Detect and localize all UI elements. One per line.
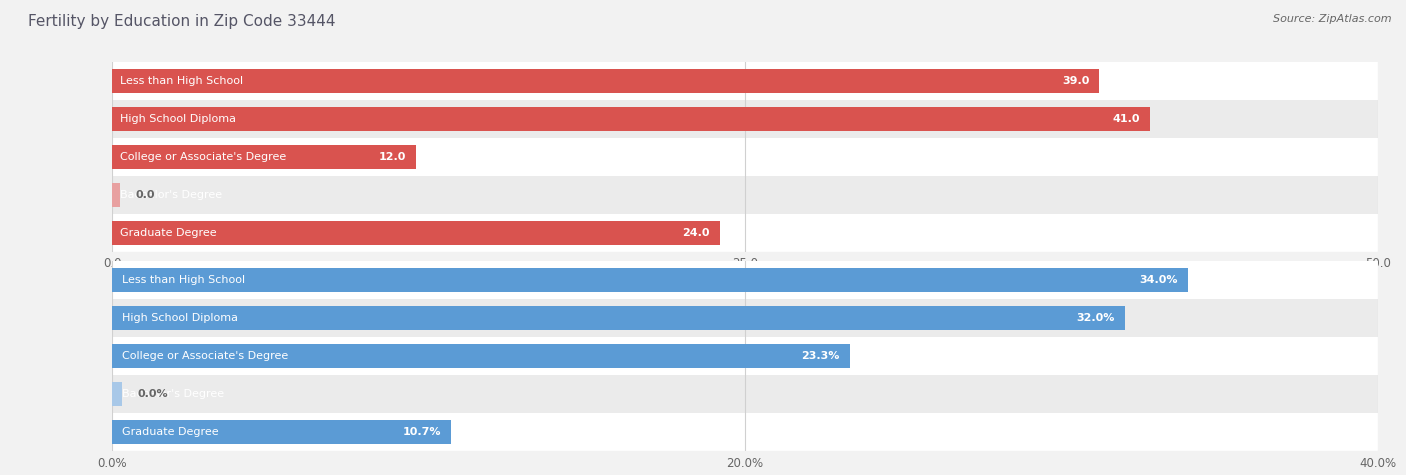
Text: 23.3%: 23.3% [801, 351, 839, 361]
Bar [112, 382, 122, 406]
Text: 32.0%: 32.0% [1077, 313, 1115, 323]
Bar [112, 375, 1378, 413]
Bar [112, 261, 1378, 299]
Text: Source: ZipAtlas.com: Source: ZipAtlas.com [1274, 14, 1392, 24]
Bar [112, 138, 1378, 176]
Text: College or Associate's Degree: College or Associate's Degree [120, 152, 287, 162]
Text: Graduate Degree: Graduate Degree [120, 228, 217, 238]
Bar [112, 183, 120, 207]
Bar [112, 420, 451, 444]
Text: High School Diploma: High School Diploma [122, 313, 238, 323]
Bar [112, 176, 1378, 214]
Text: Graduate Degree: Graduate Degree [122, 427, 218, 437]
Bar [112, 100, 1378, 138]
Bar [112, 299, 1378, 337]
Text: Bachelor's Degree: Bachelor's Degree [122, 389, 224, 399]
Text: 0.0: 0.0 [135, 190, 155, 200]
Bar [112, 344, 849, 368]
Bar [112, 306, 1125, 330]
Text: Fertility by Education in Zip Code 33444: Fertility by Education in Zip Code 33444 [28, 14, 336, 29]
Text: 12.0: 12.0 [378, 152, 406, 162]
Bar [112, 268, 1188, 292]
Text: 34.0%: 34.0% [1139, 275, 1178, 285]
Bar [112, 145, 416, 169]
Text: College or Associate's Degree: College or Associate's Degree [122, 351, 288, 361]
Bar [112, 413, 1378, 451]
Text: High School Diploma: High School Diploma [120, 114, 236, 124]
Bar [112, 337, 1378, 375]
Text: 24.0: 24.0 [682, 228, 710, 238]
Text: 41.0: 41.0 [1112, 114, 1140, 124]
Bar [112, 69, 1099, 93]
Text: Less than High School: Less than High School [120, 76, 243, 86]
Text: Less than High School: Less than High School [122, 275, 245, 285]
Text: 10.7%: 10.7% [402, 427, 441, 437]
Bar [112, 107, 1150, 131]
Bar [112, 62, 1378, 100]
Bar [112, 214, 1378, 252]
Text: Bachelor's Degree: Bachelor's Degree [120, 190, 222, 200]
Text: 39.0: 39.0 [1062, 76, 1090, 86]
Text: 0.0%: 0.0% [138, 389, 167, 399]
Bar [112, 221, 720, 245]
